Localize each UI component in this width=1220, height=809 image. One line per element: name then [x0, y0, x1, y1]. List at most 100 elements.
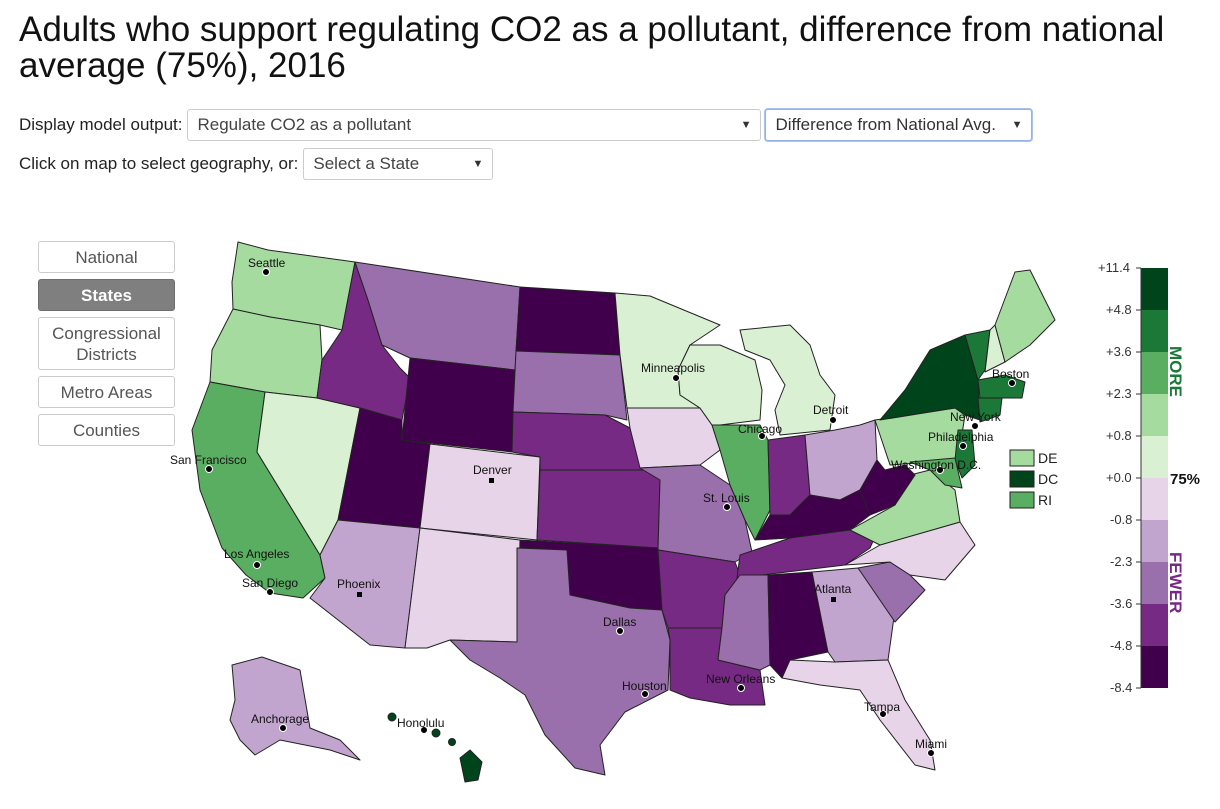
city-markers: Seattle Minneapolis Boston Detroit New Y…	[170, 256, 1029, 757]
city-dot	[959, 442, 967, 450]
geo-button-label: Counties	[72, 420, 141, 440]
legend-tick-label: +0.0	[1106, 470, 1132, 485]
city-dot	[616, 627, 624, 635]
state-HI-islands[interactable]	[448, 738, 456, 746]
city-dot	[420, 726, 428, 734]
legend-tick-label: +11.4	[1098, 260, 1130, 275]
legend-tick-label: -0.8	[1110, 512, 1132, 527]
select-geo-label: Click on map to select geography, or:	[19, 154, 299, 173]
city-label: New Orleans	[706, 672, 775, 686]
city-label: Washington D.C.	[891, 458, 981, 472]
legend-bin	[1141, 310, 1168, 352]
geo-button-metro-areas[interactable]: Metro Areas	[38, 376, 175, 408]
display-controls: Display model output: Regulate CO2 as a …	[19, 109, 1033, 141]
city-dot	[489, 478, 494, 483]
legend-bin	[1141, 604, 1168, 646]
geo-button-label: National	[75, 247, 138, 267]
page-title: Adults who support regulating CO2 as a p…	[19, 10, 1165, 85]
city-label: Dallas	[603, 615, 636, 629]
small-state-swatch-ri[interactable]	[1009, 491, 1035, 509]
model-output-value: Regulate CO2 as a pollutant	[197, 115, 412, 134]
city-label: San Francisco	[170, 453, 247, 467]
legend-tick-label: +2.3	[1106, 386, 1132, 401]
state-WY[interactable]	[401, 357, 516, 453]
city-dot	[641, 690, 649, 698]
city-dot	[262, 268, 270, 276]
small-state-swatch-dc[interactable]	[1009, 470, 1035, 488]
city-label: Los Angeles	[224, 547, 289, 561]
legend-bin	[1141, 436, 1168, 478]
small-state-swatch-de[interactable]	[1009, 449, 1035, 467]
fewer-label: FEWER	[1166, 552, 1185, 613]
state-AK[interactable]	[229, 656, 361, 761]
small-state-label: DE	[1038, 450, 1057, 466]
city-dot	[971, 422, 979, 430]
state-NM[interactable]	[404, 527, 521, 649]
city-dot	[1008, 379, 1016, 387]
model-output-select[interactable]: Regulate CO2 as a pollutant ▼	[187, 109, 762, 141]
state-KS[interactable]	[536, 469, 661, 549]
state-SD[interactable]	[512, 350, 628, 421]
geo-button-national[interactable]: National	[38, 241, 175, 273]
chevron-down-icon: ▼	[1011, 119, 1023, 131]
state-select[interactable]: Select a State ▼	[303, 148, 494, 180]
city-dot	[266, 588, 274, 596]
geo-button-states[interactable]: States	[38, 279, 175, 311]
geo-button-counties[interactable]: Counties	[38, 414, 175, 446]
city-dot	[279, 724, 287, 732]
legend-bin	[1141, 562, 1168, 604]
city-dot	[253, 561, 261, 569]
state-SC[interactable]	[857, 561, 926, 623]
city-dot	[936, 466, 944, 474]
city-dot	[879, 710, 887, 718]
legend-tick-label: -8.4	[1110, 680, 1132, 695]
state-MI[interactable]	[739, 324, 836, 436]
legend-tick-label: +0.8	[1106, 428, 1132, 443]
state-select-value: Select a State	[313, 154, 420, 173]
city-dot	[672, 374, 680, 382]
city-label: Chicago	[738, 422, 782, 436]
color-legend: +11.4 +4.8 +3.6 +2.3 +0.8 +0.0 -0.8 -2.3…	[1098, 260, 1200, 695]
state-FL[interactable]	[781, 659, 936, 771]
state-HI-islands[interactable]	[387, 712, 397, 722]
legend-bin	[1141, 268, 1168, 310]
state-MD[interactable]	[909, 457, 963, 489]
legend-bin	[1141, 394, 1168, 436]
city-dot	[737, 684, 745, 692]
state-NY[interactable]	[879, 334, 981, 421]
small-states-legend: DE DC RI	[1009, 449, 1058, 509]
city-label: Minneapolis	[641, 361, 705, 375]
small-state-label: RI	[1038, 492, 1052, 508]
city-dot	[831, 597, 836, 602]
legend-bin	[1141, 352, 1168, 394]
city-dot	[829, 416, 837, 424]
state-CO[interactable]	[419, 443, 541, 541]
city-label: Miami	[915, 737, 947, 751]
city-label: Tampa	[864, 700, 900, 714]
state-ME[interactable]	[994, 269, 1056, 363]
legend-tick-label: -3.6	[1110, 596, 1132, 611]
geo-button-label: Metro Areas	[60, 382, 153, 402]
state-HI[interactable]	[459, 749, 483, 783]
state-CT[interactable]	[977, 397, 1003, 423]
state-WV[interactable]	[859, 459, 916, 516]
display-label: Display model output:	[19, 115, 183, 134]
geo-button-congressional-districts[interactable]: Congressional Districts	[38, 317, 175, 370]
comparison-value: Difference from National Avg.	[775, 115, 996, 134]
city-label: Denver	[473, 463, 512, 477]
state-WI[interactable]	[677, 344, 763, 426]
small-state-label: DC	[1038, 471, 1058, 487]
comparison-select[interactable]: Difference from National Avg. ▼	[765, 109, 1033, 141]
more-label: MORE	[1166, 346, 1185, 397]
city-dot	[758, 432, 766, 440]
city-dot	[357, 592, 362, 597]
state-TX[interactable]	[449, 547, 671, 776]
city-dot	[927, 749, 935, 757]
state-NJ[interactable]	[954, 429, 976, 479]
legend-tick-label: -2.3	[1110, 554, 1132, 569]
state-HI-islands[interactable]	[431, 728, 441, 738]
city-label: Houston	[622, 679, 667, 693]
state-ND[interactable]	[515, 286, 621, 356]
city-label: Detroit	[813, 403, 849, 417]
